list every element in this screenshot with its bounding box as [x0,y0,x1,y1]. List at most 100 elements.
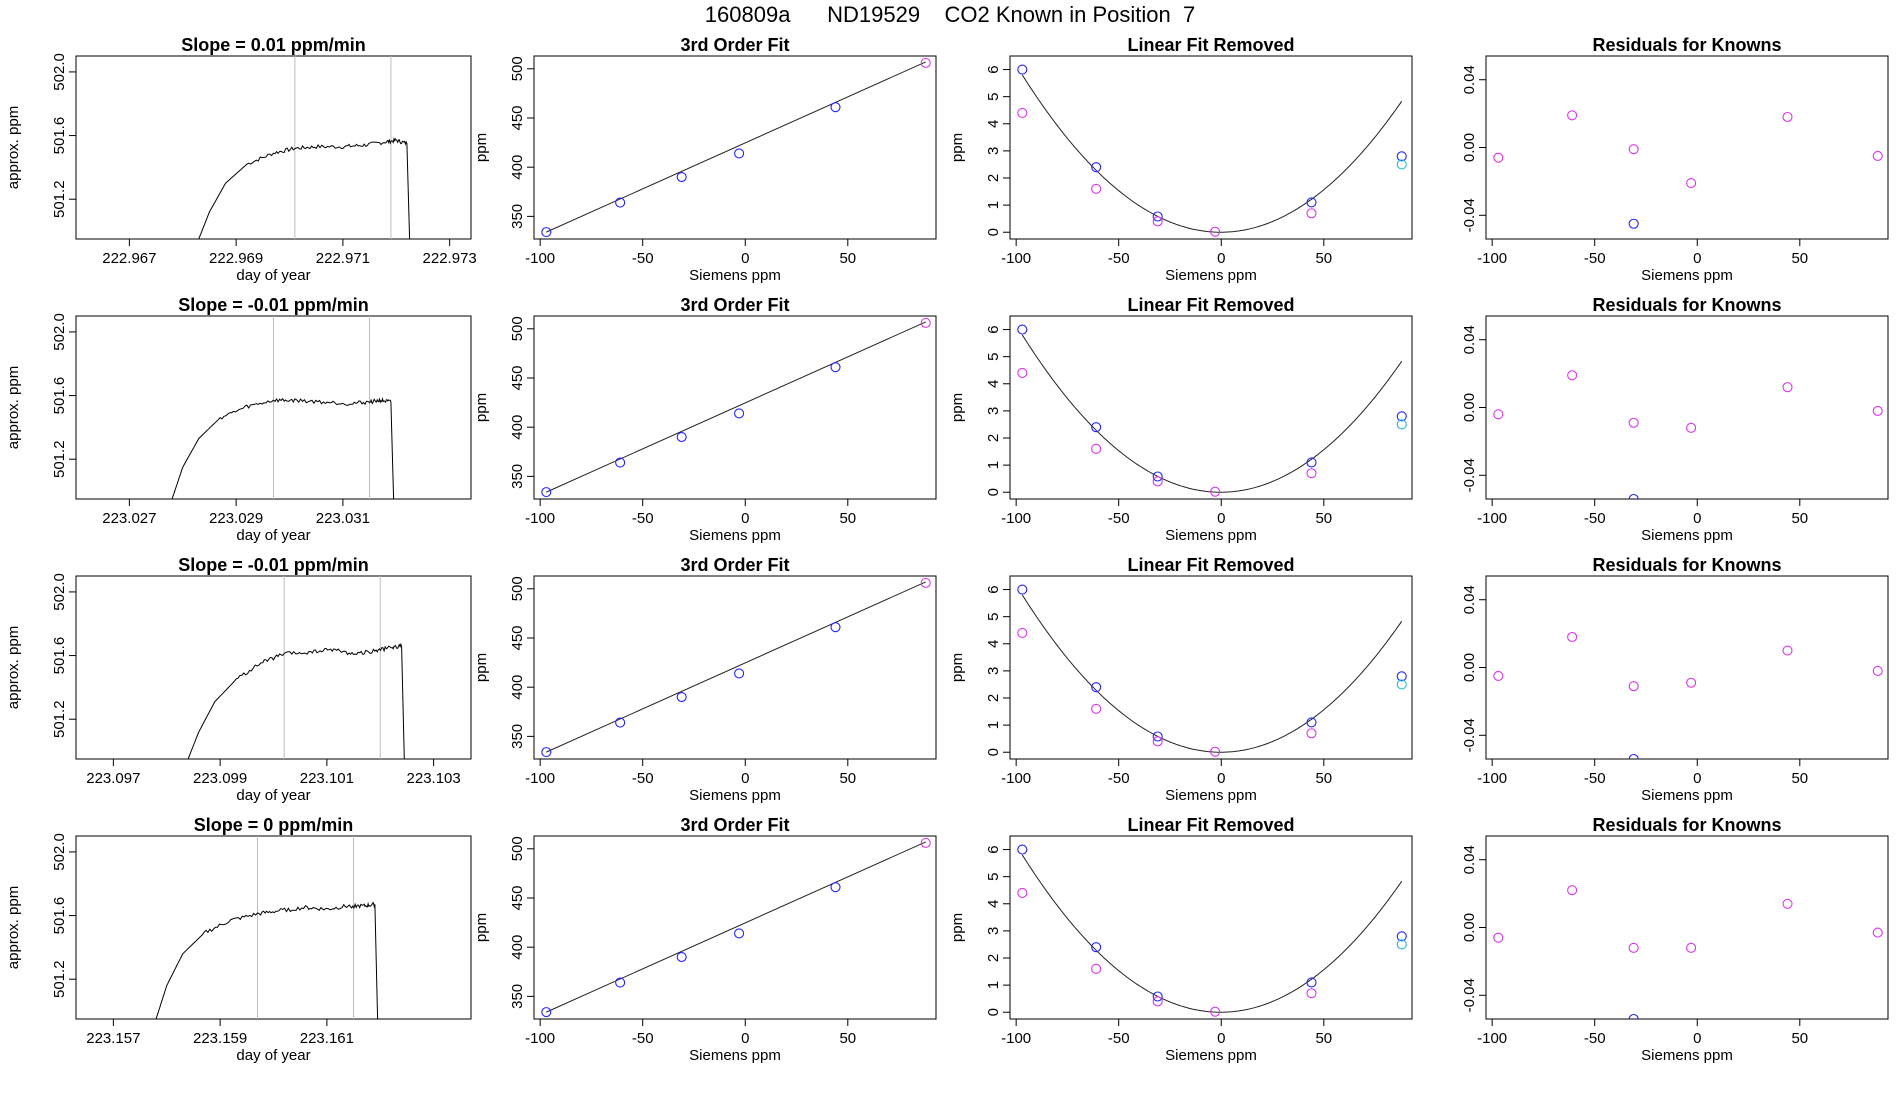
x-tick-label: 223.099 [193,770,247,787]
data-point [676,171,687,183]
data-point [1091,422,1102,433]
y-tick-label: 0 [985,748,1002,756]
x-tick-label: -50 [1108,510,1130,527]
x-axis-label: Siemens ppm [1641,527,1733,544]
y-axis-label: ppm [949,133,966,162]
y-tick-label: 501.2 [51,440,68,478]
plot-frame-r2c3 [1009,315,1413,500]
x-axis-label: Siemens ppm [689,527,781,544]
x-tick-label: 50 [1791,250,1808,267]
y-axis-label: ppm [949,393,966,422]
x-axis-label: Siemens ppm [1165,527,1257,544]
concentration-trace [171,397,395,499]
x-tick-label: 50 [1791,770,1808,787]
data-point [1567,885,1578,896]
data-point [1396,939,1407,950]
data-point [1567,631,1578,643]
data-point [1396,151,1407,162]
x-tick-label: -50 [1108,770,1130,787]
y-tick-label: 350 [509,724,526,749]
y-tick-label: 2 [985,694,1002,702]
data-point [676,951,687,963]
x-tick-label: -50 [1584,250,1606,267]
y-tick-label: 0.04 [1461,845,1478,874]
data-point [1306,977,1317,988]
x-tick-label: 223.157 [86,1030,140,1047]
y-tick-label: 500 [509,576,526,601]
data-point [1782,898,1793,909]
y-tick-label: 502.0 [51,573,68,611]
x-axis-label: Siemens ppm [1641,267,1733,284]
data-point [615,457,626,468]
y-tick-label: 5 [985,872,1002,880]
x-tick-label: -100 [1477,770,1507,787]
plot-frame-r2c2 [533,315,937,500]
x-tick-label: 223.159 [193,1030,247,1047]
y-tick-label: 1 [985,461,1002,469]
y-tick-label: -0.04 [1461,978,1478,1012]
x-tick-label: -100 [525,770,555,787]
data-point [1493,932,1504,943]
data-point [920,577,931,588]
y-tick-label: 350 [509,204,526,229]
data-point [1628,493,1639,499]
y-tick-label: 400 [509,675,526,700]
y-tick-label: 502.0 [51,53,68,91]
y-axis-label: ppm [473,913,490,942]
x-tick-label: 0 [1217,1030,1225,1047]
panel-title: 3rd Order Fit [680,815,789,835]
data-point [1872,665,1883,676]
data-point [1152,736,1163,747]
panel-title: Residuals for Knowns [1592,555,1781,575]
plot-frame-r4c1 [75,835,472,1020]
data-point [1210,746,1221,757]
data-point [1152,996,1163,1007]
data-point [615,197,626,208]
y-tick-label: 501.6 [51,377,68,415]
data-point [734,668,745,679]
y-tick-label: 0.04 [1461,585,1478,614]
data-point [1152,216,1163,227]
x-tick-label: -100 [1001,770,1031,787]
y-tick-label: 500 [509,56,526,81]
data-point [1091,963,1102,974]
y-tick-label: 0.00 [1461,133,1478,162]
y-tick-label: 501.2 [51,700,68,738]
y-axis-label: approx. ppm [5,366,22,449]
y-tick-label: 450 [509,105,526,130]
fit-curve [1021,594,1403,753]
fit-line [546,61,926,233]
data-point [1782,111,1793,123]
x-tick-label: 222.969 [209,250,263,267]
x-tick-label: 223.161 [300,1030,354,1047]
y-tick-label: 5 [985,352,1002,360]
x-axis-label: Siemens ppm [1641,1047,1733,1064]
plot-frame-r3c3 [1009,575,1413,760]
x-tick-label: 50 [1315,770,1332,787]
x-tick-label: 223.097 [86,770,140,787]
data-point [1396,411,1407,422]
y-axis-label: ppm [473,133,490,162]
y-tick-label: 2 [985,434,1002,442]
x-tick-label: 50 [1791,510,1808,527]
data-point [1017,64,1028,75]
data-point [615,717,626,728]
figure-title: 160809a ND19529 CO2 Known in Position 7 [704,2,1196,27]
plot-frame-r4c3 [1009,835,1413,1020]
y-tick-label: 500 [509,316,526,341]
y-tick-label: 1 [985,721,1002,729]
x-axis-label: day of year [236,267,310,284]
concentration-trace [198,136,411,239]
x-tick-label: -100 [1001,510,1031,527]
data-point [1567,110,1578,121]
x-tick-label: 223.027 [102,510,156,527]
y-tick-label: -0.04 [1461,458,1478,492]
y-axis-label: ppm [949,653,966,682]
x-tick-label: 222.973 [423,250,477,267]
data-point [1091,443,1102,454]
y-tick-label: 450 [509,625,526,650]
x-tick-label: 0 [1217,250,1225,267]
data-point [1091,703,1102,714]
data-point [1686,178,1697,189]
data-point [1306,457,1317,468]
